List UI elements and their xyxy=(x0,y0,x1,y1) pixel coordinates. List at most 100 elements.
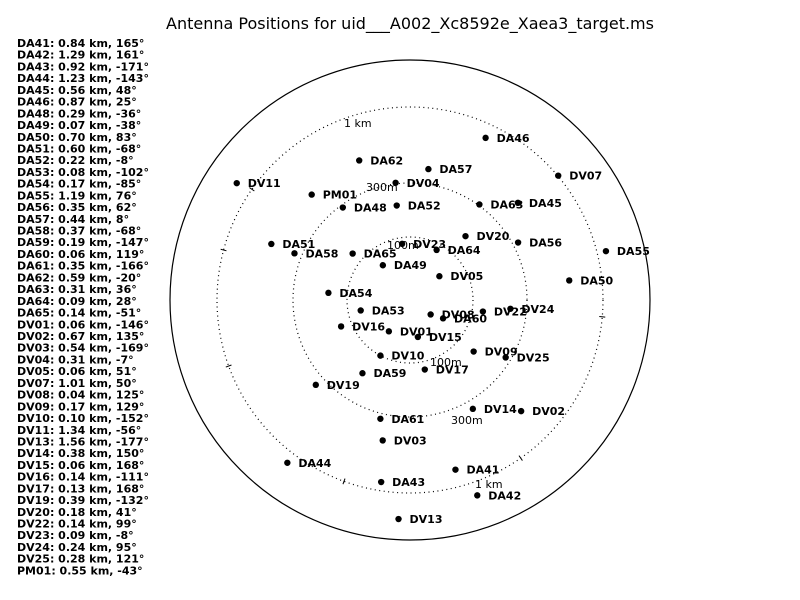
antenna-label: DA62 xyxy=(370,154,403,167)
antenna-stat-line: DV17: 0.13 km, 168° xyxy=(17,482,144,495)
antenna-marker xyxy=(284,459,291,466)
plot-title: Antenna Positions for uid___A002_Xc8592e… xyxy=(166,14,654,34)
antenna-stat-line: DV25: 0.28 km, 121° xyxy=(17,553,144,566)
antenna-label: DV14 xyxy=(484,403,517,416)
antenna-label: DA64 xyxy=(448,244,481,257)
antenna-label: DV22 xyxy=(494,306,527,319)
antenna-label: DV13 xyxy=(410,513,443,526)
antenna-marker xyxy=(377,415,384,422)
antenna-marker xyxy=(474,492,481,499)
antenna-marker xyxy=(398,240,406,248)
antenna-stat-line: DA60: 0.06 km, 119° xyxy=(17,248,144,261)
antenna-label: DA59 xyxy=(373,367,406,380)
antenna-marker xyxy=(555,172,562,179)
antenna-stat-line: DV02: 0.67 km, 135° xyxy=(17,330,144,343)
antenna-stat-line: DV05: 0.06 km, 51° xyxy=(17,365,137,378)
antenna-stat-line: DV10: 0.10 km, -152° xyxy=(17,412,149,425)
antenna-label: DV10 xyxy=(391,350,424,363)
antenna-marker xyxy=(425,165,432,173)
antenna-stat-line: DV08: 0.04 km, 125° xyxy=(17,389,144,402)
antenna-label: DA44 xyxy=(298,457,331,470)
antenna-stat-line: DV22: 0.14 km, 99° xyxy=(17,518,137,531)
antenna-label: DV11 xyxy=(248,177,281,190)
ring-tick xyxy=(599,316,606,318)
antenna-stat-line: DA42: 1.29 km, 161° xyxy=(17,49,144,62)
ring-distance-label: 300m xyxy=(451,414,483,427)
antenna-marker xyxy=(357,307,364,314)
antenna-stat-line: DV07: 1.01 km, 50° xyxy=(17,377,137,390)
antenna-marker xyxy=(427,311,434,318)
antenna-marker xyxy=(379,262,387,269)
antenna-marker xyxy=(514,199,522,207)
antenna-label: DA42 xyxy=(488,489,521,502)
antenna-label: DV09 xyxy=(485,346,518,359)
antenna-marker xyxy=(312,381,319,389)
distance-ring xyxy=(216,106,604,494)
antenna-marker xyxy=(395,515,402,523)
antenna-label: DA43 xyxy=(392,476,425,489)
antenna-marker xyxy=(392,179,399,186)
antenna-stat-line: DV01: 0.06 km, -146° xyxy=(17,318,149,331)
antenna-label: DA46 xyxy=(497,132,530,145)
antenna-label: PM01 xyxy=(323,189,357,202)
outer-border-circle xyxy=(169,59,651,541)
ring-tick xyxy=(342,478,346,485)
antenna-label: DA48 xyxy=(354,202,387,215)
antenna-label: DV16 xyxy=(352,320,385,333)
antenna-label: DV08 xyxy=(442,308,475,321)
antenna-stat-line: DA58: 0.37 km, -68° xyxy=(17,225,141,238)
antenna-marker xyxy=(514,239,522,246)
antenna-marker xyxy=(566,277,573,284)
antenna-stat-line: DA43: 0.92 km, -171° xyxy=(17,60,149,73)
antenna-marker xyxy=(377,352,384,359)
antenna-stat-line: DV04: 0.31 km, -7° xyxy=(17,353,134,366)
antenna-marker xyxy=(308,191,315,198)
antenna-marker xyxy=(337,323,345,330)
antenna-marker xyxy=(452,466,459,473)
antenna-marker xyxy=(356,157,363,164)
antenna-label: DV15 xyxy=(429,331,462,344)
antenna-label: DA57 xyxy=(439,163,472,176)
antenna-stat-line: DA51: 0.60 km, -68° xyxy=(17,142,141,155)
antenna-marker xyxy=(393,202,400,209)
antenna-label: DA61 xyxy=(391,413,424,426)
antenna-label: DA51 xyxy=(282,238,315,251)
antenna-label: DV24 xyxy=(521,303,554,316)
antenna-stat-line: DA62: 0.59 km, -20° xyxy=(17,271,141,284)
antenna-marker xyxy=(469,405,477,413)
antenna-stat-line: DA63: 0.31 km, 36° xyxy=(17,283,137,296)
antenna-marker xyxy=(233,179,240,187)
antenna-marker xyxy=(517,407,525,415)
antenna-stat-line: DV24: 0.24 km, 95° xyxy=(17,541,137,554)
antenna-marker xyxy=(479,308,487,315)
antenna-stat-line: DA48: 0.29 km, -36° xyxy=(17,107,141,120)
antenna-stat-line: DA65: 0.14 km, -51° xyxy=(17,307,141,320)
antenna-label: DV25 xyxy=(517,351,550,364)
ring-distance-label: 300m xyxy=(366,181,398,194)
antenna-stat-line: DV20: 0.18 km, 41° xyxy=(17,506,137,519)
antenna-stat-line: DV15: 0.06 km, 168° xyxy=(17,459,144,472)
antenna-marker xyxy=(421,366,428,373)
antenna-marker xyxy=(433,246,440,254)
antenna-markers: DA41 DA42 DA43 DA44 DA45 DA46 DA48 DA49 DA50 DA51… xyxy=(233,132,650,526)
antenna-stat-line: DA46: 0.87 km, 25° xyxy=(17,96,137,109)
antenna-marker xyxy=(482,134,489,142)
antenna-marker xyxy=(359,370,366,377)
antenna-label: DA41 xyxy=(466,464,499,477)
antenna-label: DV20 xyxy=(477,230,510,243)
distance-ring xyxy=(292,182,528,418)
antenna-marker xyxy=(602,247,610,255)
antenna-label: DV23 xyxy=(413,238,446,251)
antenna-stats-list: DA41: 0.84 km, 165°DA42: 1.29 km, 161°DA… xyxy=(17,37,149,577)
antenna-label: DV19 xyxy=(327,379,360,392)
antenna-stat-line: DV16: 0.14 km, -111° xyxy=(17,471,149,484)
antenna-label: DA65 xyxy=(364,248,397,261)
antenna-marker xyxy=(268,240,275,248)
antenna-stat-line: DV23: 0.09 km, -8° xyxy=(17,529,134,542)
antenna-label: DV07 xyxy=(569,170,602,183)
antenna-label: DA56 xyxy=(529,237,562,250)
antenna-stat-line: DA61: 0.35 km, -166° xyxy=(17,260,149,273)
antenna-marker xyxy=(339,204,347,211)
antenna-marker xyxy=(436,273,443,280)
